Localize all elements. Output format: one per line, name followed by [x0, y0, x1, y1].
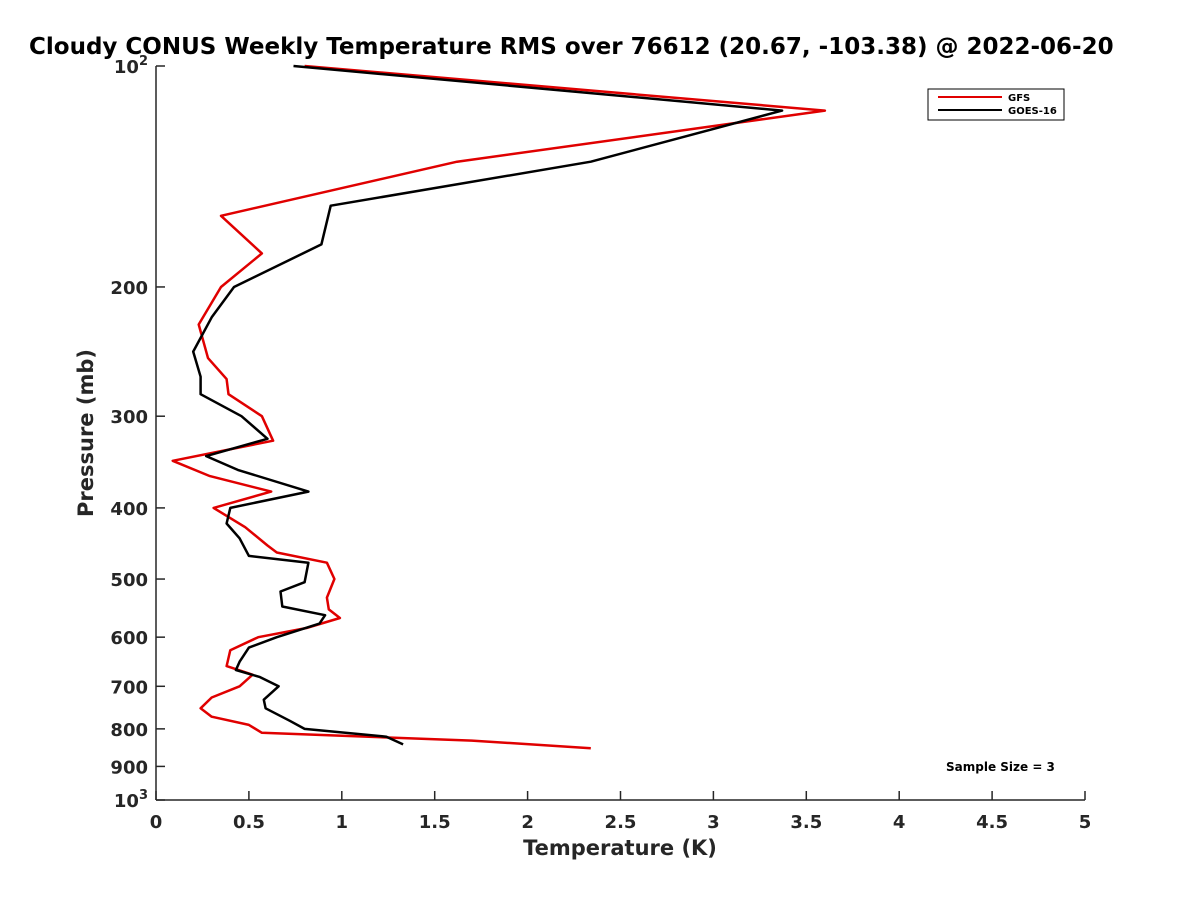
plot-area [155, 66, 1085, 801]
x-tick-label: 2 [521, 812, 534, 833]
x-tick-label: 3 [707, 812, 720, 833]
x-tick-label: 1.5 [419, 812, 451, 833]
legend-box [927, 88, 1065, 121]
y-tick-label: 300 [110, 407, 148, 428]
y-tick-label: 400 [110, 499, 148, 520]
sample-size-annotation: Sample Size = 3 [946, 760, 1055, 774]
y-tick-label: 900 [110, 757, 148, 778]
y-tick-label: 700 [110, 677, 148, 698]
series-line-gfs [171, 64, 827, 750]
x-tick-label: 4.5 [976, 812, 1008, 833]
y-ticks: 102 200 300 400 500 600 700 800 900 103 [110, 54, 165, 812]
x-tick-label: 0.5 [233, 812, 265, 833]
x-tick-label: 0 [150, 812, 163, 833]
x-tick-label: 2.5 [605, 812, 637, 833]
legend: GFS GOES-16 [927, 88, 1065, 121]
y-tick-label: 800 [110, 720, 148, 741]
x-axis-label: Temperature (K) [523, 836, 717, 860]
x-tick-label: 5 [1079, 812, 1092, 833]
x-tick-label: 4 [893, 812, 906, 833]
series-layer [171, 64, 827, 750]
y-tick-label: 103 [114, 788, 148, 812]
y-tick-label: 600 [110, 628, 148, 649]
series-line-goes-16 [191, 64, 784, 746]
x-ticks: 0 0.5 1 1.5 2 2.5 3 3.5 4 4.5 5 [150, 791, 1092, 833]
x-tick-label: 1 [336, 812, 349, 833]
y-tick-label: 500 [110, 570, 148, 591]
legend-label-gfs: GFS [1008, 93, 1030, 104]
y-axis-label: Pressure (mb) [74, 349, 98, 517]
y-tick-label: 200 [110, 278, 148, 299]
x-tick-label: 3.5 [790, 812, 822, 833]
y-tick-label: 102 [114, 54, 148, 78]
chart-title: Cloudy CONUS Weekly Temperature RMS over… [29, 34, 1114, 60]
legend-label-goes16: GOES-16 [1008, 106, 1057, 117]
